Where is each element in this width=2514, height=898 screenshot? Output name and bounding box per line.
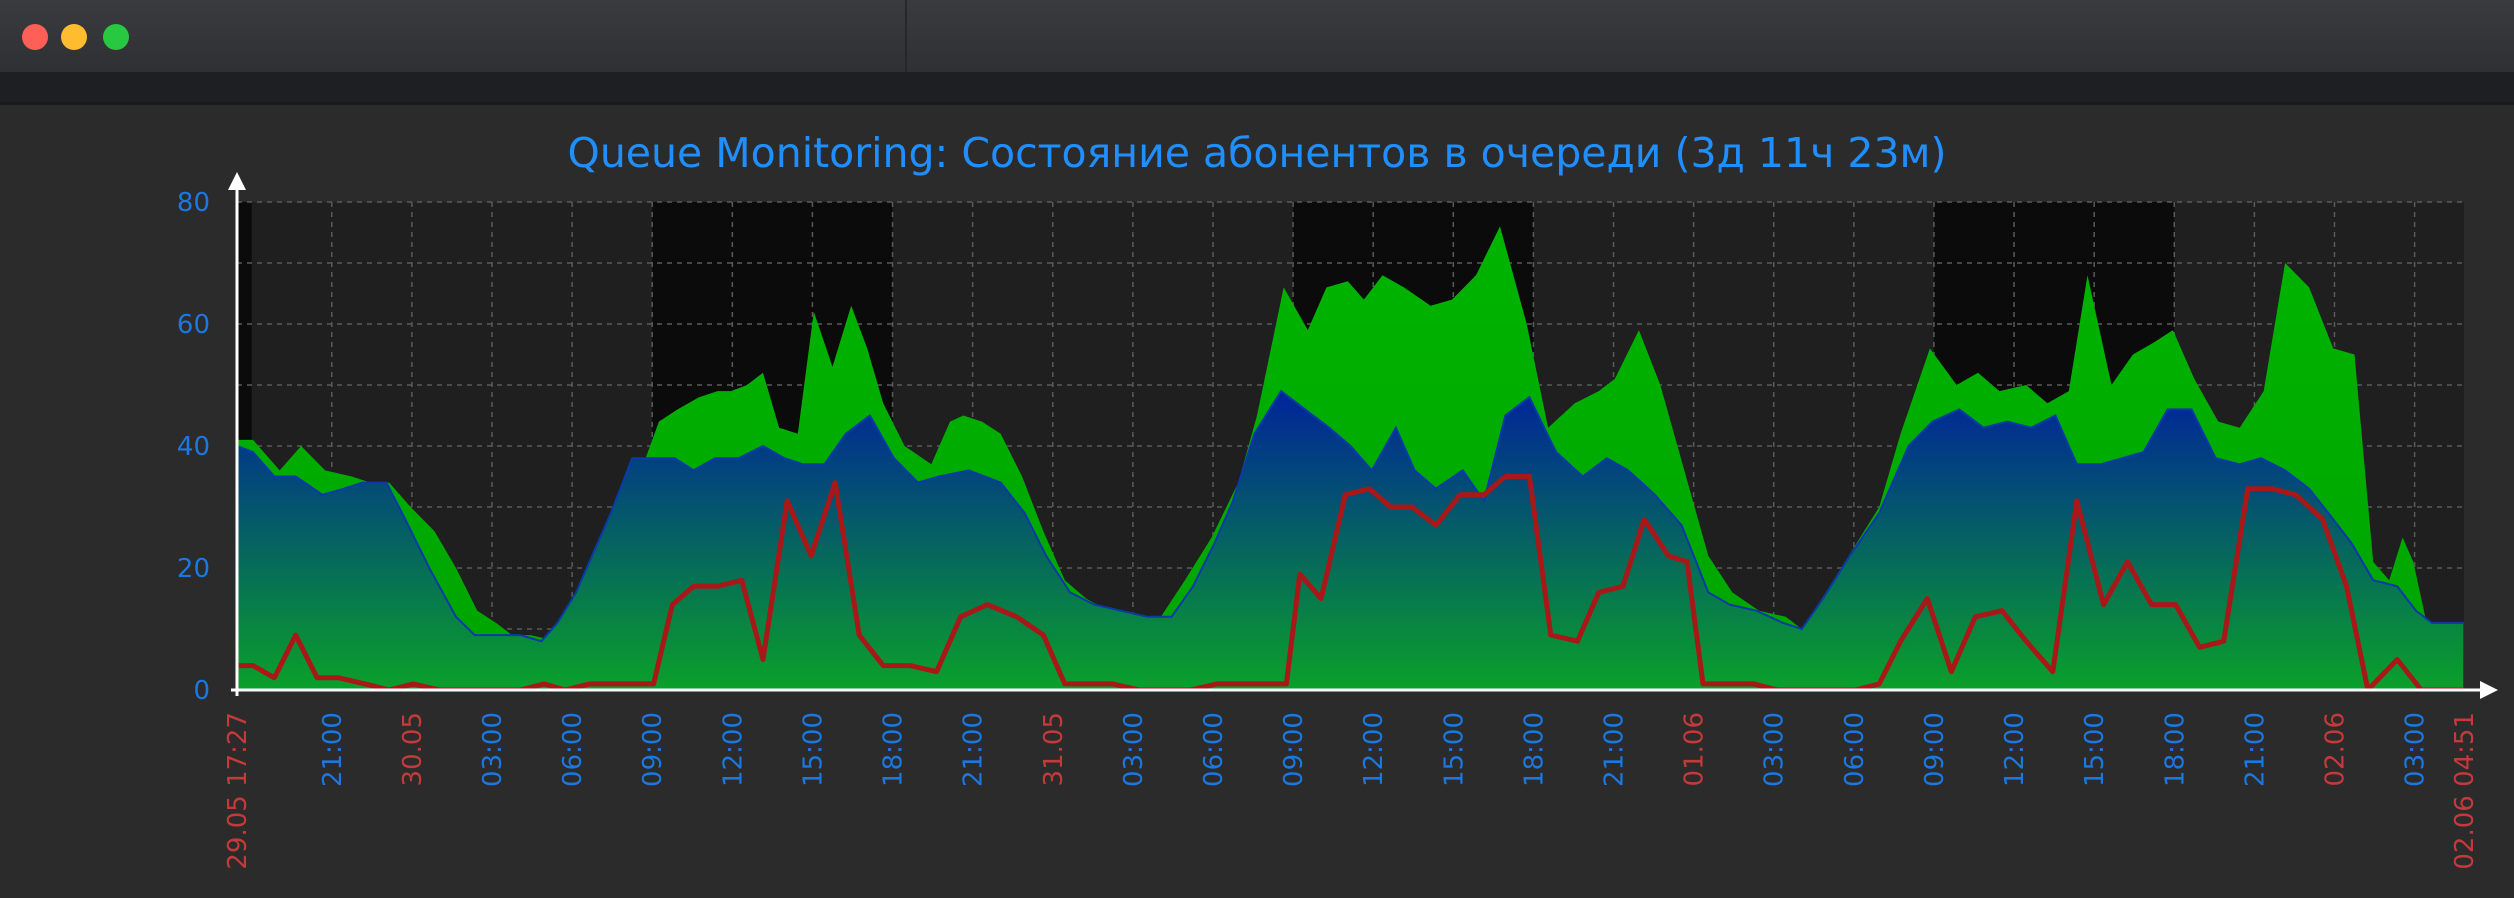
y-axis-arrow: [228, 172, 246, 190]
maximize-window-button[interactable]: [103, 24, 129, 50]
series-line-active: [237, 474, 2464, 690]
x-tick-label: 03:00: [1760, 712, 1790, 787]
x-tick-label: 21:00: [2240, 712, 2270, 787]
x-axis-labels: 29.05 17:27 21:00 30.05 03:00 06:00 09:00 12:0…: [223, 712, 2480, 870]
toolbar-strip: [0, 72, 2514, 105]
x-tick-label: 02.06 04:51: [2450, 712, 2480, 870]
chart-title: Queue Monitoring: Состояние абонентов в …: [568, 129, 1947, 177]
x-tick-label: 06:00: [1840, 712, 1870, 787]
axes: [228, 172, 2498, 699]
x-tick-label: 18:00: [2160, 712, 2190, 787]
x-tick-label: 12:00: [1359, 712, 1389, 787]
x-tick-label: 02.06: [2320, 712, 2350, 786]
y-axis-labels: 0 20 40 60 80: [177, 188, 210, 706]
x-tick-label: 12:00: [718, 712, 748, 787]
y-tick-label: 20: [177, 554, 210, 584]
y-tick-label: 60: [177, 310, 210, 340]
x-tick-label: 21:00: [1600, 712, 1630, 787]
x-tick-label: 09:00: [1279, 712, 1309, 787]
minimize-window-button[interactable]: [61, 24, 87, 50]
x-tick-label: 06:00: [558, 712, 588, 787]
x-tick-label: 09:00: [638, 712, 668, 787]
queue-chart: Queue Monitoring: Состояние абонентов в …: [177, 129, 2498, 870]
y-tick-label: 40: [177, 432, 210, 462]
x-tick-label: 06:00: [1199, 712, 1229, 787]
x-tick-label: 21:00: [318, 712, 348, 787]
x-tick-label: 03:00: [2401, 712, 2431, 787]
x-tick-label: 29.05 17:27: [223, 712, 253, 870]
x-tick-label: 18:00: [1519, 712, 1549, 787]
series-layer: [237, 226, 2464, 690]
x-tick-label: 09:00: [1920, 712, 1950, 787]
y-tick-label: 80: [177, 188, 210, 218]
x-tick-label: 15:00: [2080, 712, 2110, 787]
x-tick-label: 12:00: [2000, 712, 2030, 787]
x-tick-label: 15:00: [798, 712, 828, 787]
x-tick-label: 21:00: [959, 712, 989, 787]
x-tick-label: 31.05: [1039, 712, 1069, 786]
x-tick-label: 01.06: [1680, 712, 1710, 786]
x-axis-arrow: [2480, 681, 2498, 699]
x-tick-label: 03:00: [1119, 712, 1149, 787]
titlebar-divider: [905, 0, 907, 72]
y-tick-label: 0: [193, 676, 210, 706]
x-tick-label: 03:00: [478, 712, 508, 787]
x-tick-label: 15:00: [1439, 712, 1469, 787]
series-area-waiting: [237, 389, 2464, 690]
window-titlebar: [0, 0, 2514, 72]
x-tick-label: 30.05: [398, 712, 428, 786]
close-window-button[interactable]: [22, 24, 48, 50]
x-tick-label: 18:00: [879, 712, 909, 787]
